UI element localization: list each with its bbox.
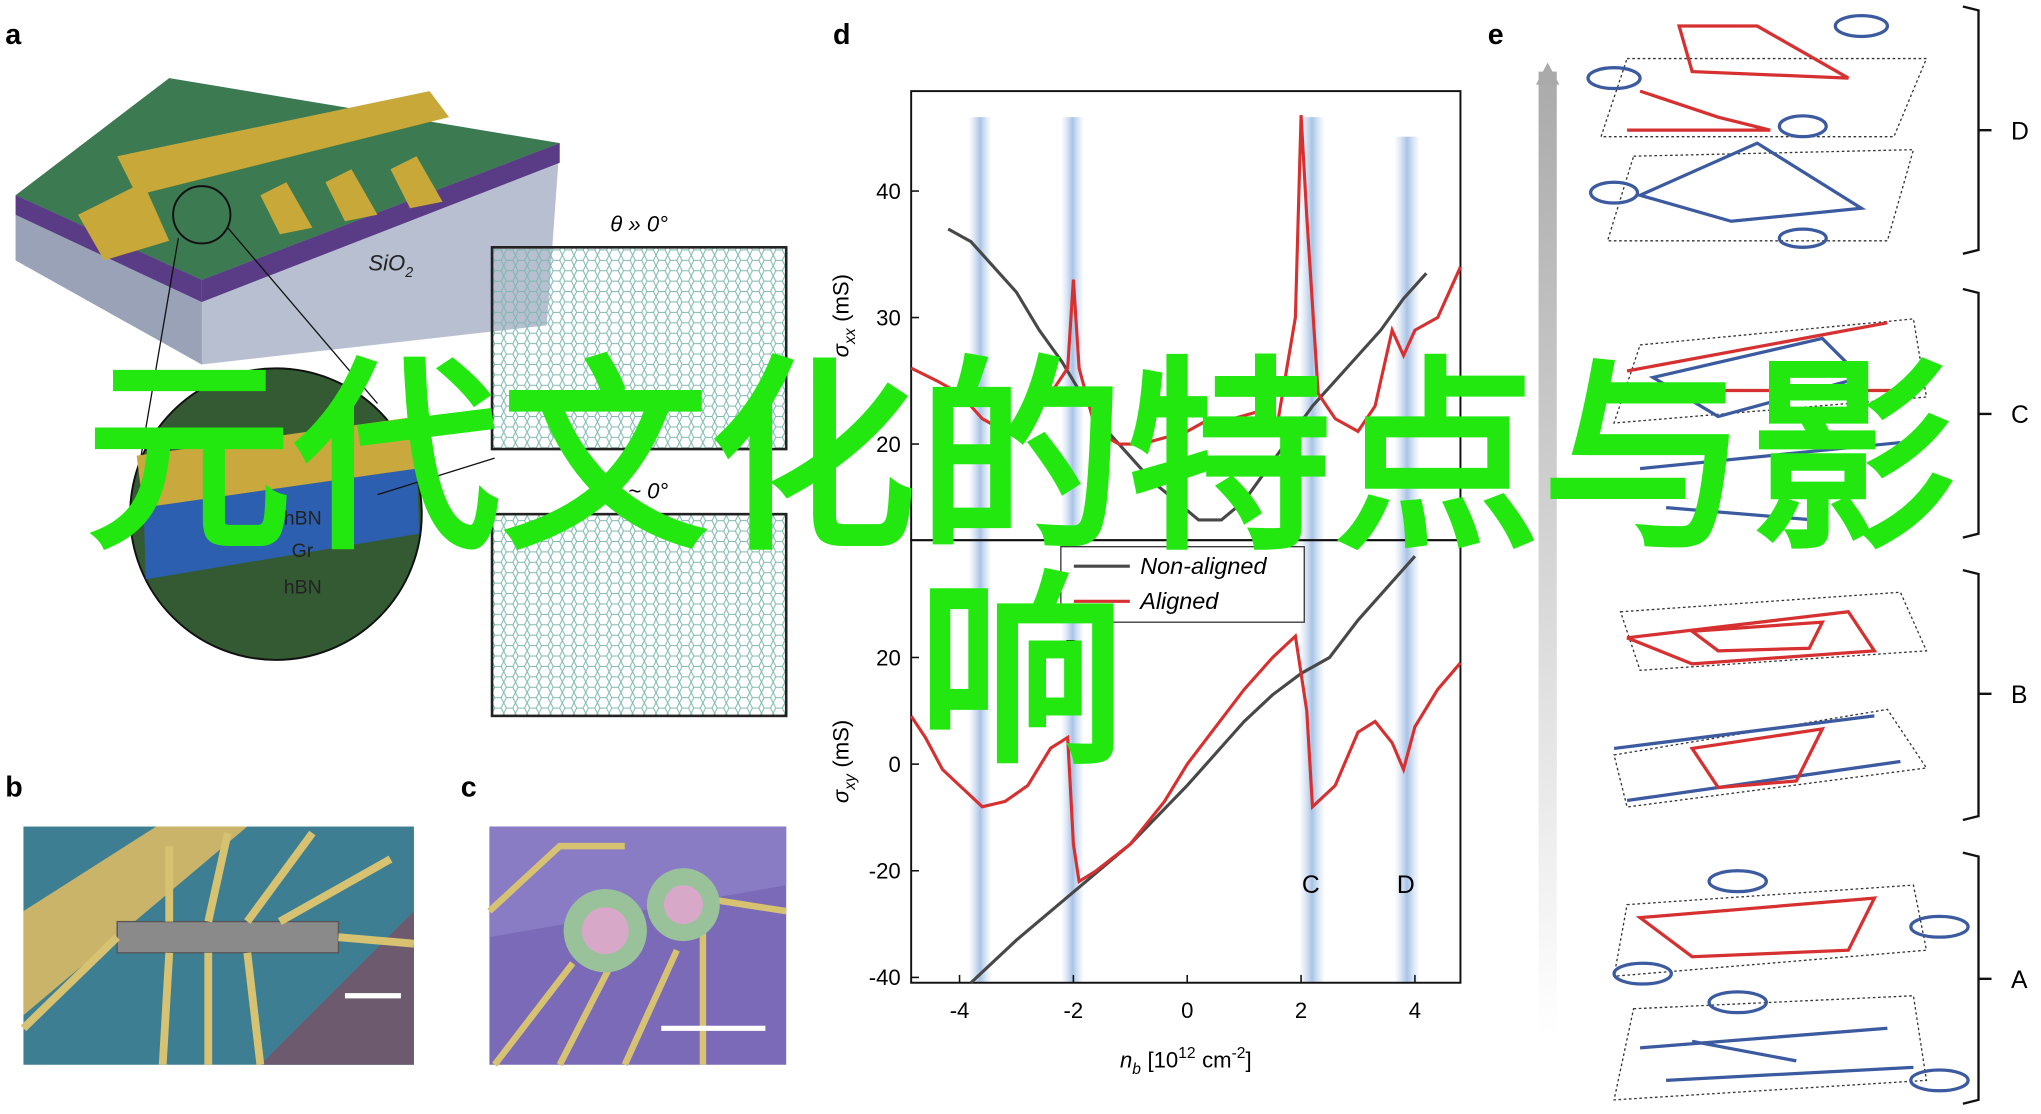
annotation: A xyxy=(971,636,988,663)
substrate-label: SiO xyxy=(368,251,405,276)
y-tick-label: 40 xyxy=(876,179,901,204)
data-line xyxy=(909,632,1462,885)
panel-label: d xyxy=(833,19,851,51)
y-label-sub: xy xyxy=(842,773,859,791)
layer-label: Gr xyxy=(292,540,314,562)
data-line xyxy=(947,227,1428,522)
regime-label: B xyxy=(2011,682,2028,709)
y-tick-label: 20 xyxy=(876,432,901,457)
legend-label: Aligned xyxy=(1138,588,1219,614)
panel-label: a xyxy=(5,19,22,51)
y-tick-label: 0 xyxy=(888,752,900,777)
y-label-symbol: σ xyxy=(829,342,854,357)
substrate-sub: 2 xyxy=(404,265,413,281)
y-label-sub: xx xyxy=(842,327,859,345)
substrate-label: SiO2 xyxy=(368,251,413,282)
micrograph-b xyxy=(20,826,415,1066)
y-tick-label: -40 xyxy=(869,965,901,990)
annotation: D xyxy=(1397,872,1415,899)
x-label-sub: b xyxy=(1132,1061,1141,1078)
x-label-exp: 12 xyxy=(1178,1045,1195,1062)
y-label-symbol: σ xyxy=(829,788,854,803)
y-tick-label: 20 xyxy=(876,645,901,670)
x-label-unit-exp: -2 xyxy=(1232,1045,1246,1062)
x-tick-label: 4 xyxy=(1409,998,1421,1023)
regime-label: C xyxy=(2011,402,2029,429)
x-label-close: ] xyxy=(1245,1047,1251,1072)
y-tick-label: -20 xyxy=(869,859,901,884)
layer-label: hBN xyxy=(284,508,322,530)
theta-label: θ ~ 0° xyxy=(610,479,668,504)
y-label-unit: (mS) xyxy=(829,720,854,768)
theta-label: θ » 0° xyxy=(610,212,668,237)
regime-label: D xyxy=(2011,118,2029,145)
device-illustration: SiO2 hBN Gr hBN θ » 0° θ ~ 0° xyxy=(15,78,788,718)
x-tick-label: -4 xyxy=(950,998,970,1023)
legend-label: Non-aligned xyxy=(1140,553,1267,579)
panel-label: c xyxy=(461,772,477,804)
data-line xyxy=(910,115,1462,446)
y-axis-label: σxy (mS) xyxy=(829,720,860,803)
regime-label: A xyxy=(2011,967,2028,994)
legend-box xyxy=(1060,546,1305,623)
micrograph-c xyxy=(487,826,787,1067)
panel-label: e xyxy=(1488,19,1504,51)
layer-label: hBN xyxy=(284,577,322,599)
x-tick-label: 2 xyxy=(1295,998,1307,1023)
x-axis-label: nb [1012 cm-2] xyxy=(1120,1045,1252,1078)
y-axis-label: σxx (mS) xyxy=(829,274,860,357)
annotation: C xyxy=(1302,872,1320,899)
x-label-open: [10 xyxy=(1147,1047,1178,1072)
x-label-symbol: n xyxy=(1120,1047,1132,1072)
panel-label: b xyxy=(5,772,23,804)
x-tick-label: 0 xyxy=(1181,998,1193,1023)
annotation: B xyxy=(1064,636,1080,663)
band-diagrams: D C B A xyxy=(1535,5,2029,1105)
overlay-title: 元代文化的特点与影响 xyxy=(85,339,1958,794)
plot-frame xyxy=(910,539,1462,984)
x-tick-label: -2 xyxy=(1064,998,1084,1023)
y-tick-label: 30 xyxy=(876,305,901,330)
x-label-unit: cm xyxy=(1202,1047,1231,1072)
y-label-unit: (mS) xyxy=(829,274,854,322)
data-line xyxy=(969,555,1417,984)
